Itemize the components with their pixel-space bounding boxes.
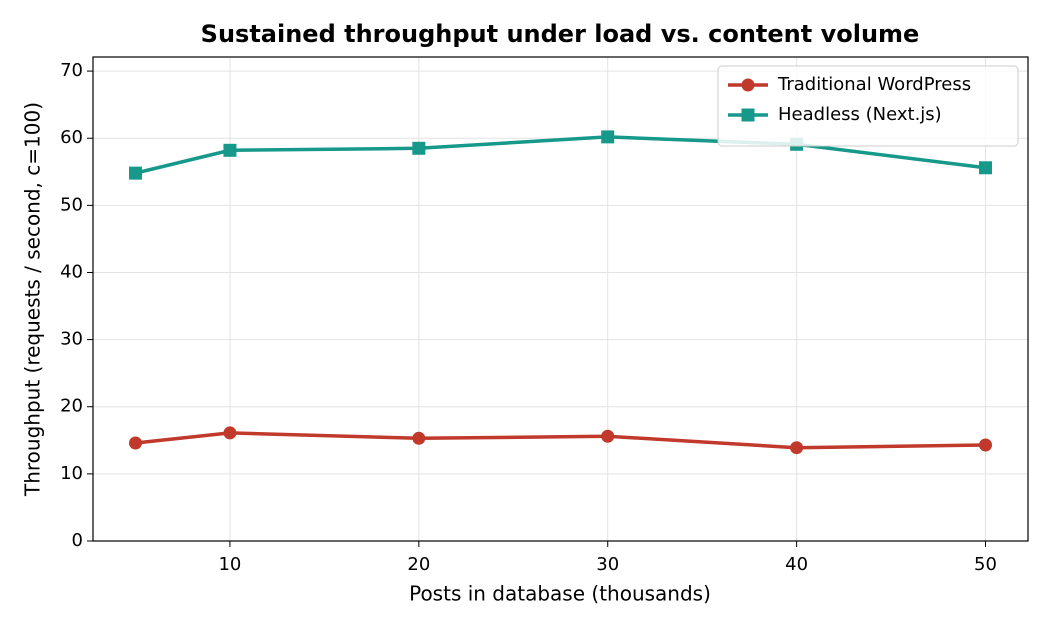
y-tick-label: 60 — [60, 127, 83, 148]
legend-box — [717, 65, 1019, 147]
chart-title: Sustained throughput under load vs. cont… — [201, 20, 920, 48]
marker — [979, 438, 992, 452]
x-tick-label: 20 — [407, 554, 430, 575]
x-tick-label: 10 — [218, 554, 241, 575]
marker — [223, 426, 237, 440]
y-tick-label: 10 — [60, 463, 83, 484]
legend-marker — [741, 108, 755, 122]
legend-marker — [741, 78, 755, 92]
y-tick-label: 20 — [60, 396, 83, 417]
marker — [601, 429, 615, 443]
y-tick-label: 0 — [72, 530, 83, 551]
marker — [223, 143, 237, 157]
x-tick-label: 30 — [596, 554, 619, 575]
legend: Traditional WordPress Headless (Next.js) — [717, 65, 1019, 147]
y-tick-label: 40 — [60, 261, 83, 282]
marker — [412, 141, 426, 155]
line — [135, 135, 986, 175]
marker — [601, 130, 615, 144]
legend-label: Headless (Next.js) — [778, 104, 942, 125]
marker — [790, 441, 804, 455]
marker — [129, 166, 142, 180]
y-tick-label: 50 — [60, 194, 83, 215]
legend-label: Traditional WordPress — [777, 74, 971, 95]
x-axis-label: Posts in database (thousands) — [409, 582, 711, 606]
x-tick-label: 50 — [974, 554, 997, 575]
marker — [979, 161, 992, 175]
y-tick-label: 30 — [60, 329, 83, 350]
line — [135, 431, 986, 450]
marker — [412, 431, 426, 445]
y-tick-label: 70 — [60, 60, 83, 81]
marker — [129, 436, 142, 450]
x-tick-label: 40 — [785, 554, 808, 575]
plot-frame — [92, 56, 1029, 542]
y-axis-label: Throughput (requests / second, c=100) — [21, 102, 45, 497]
